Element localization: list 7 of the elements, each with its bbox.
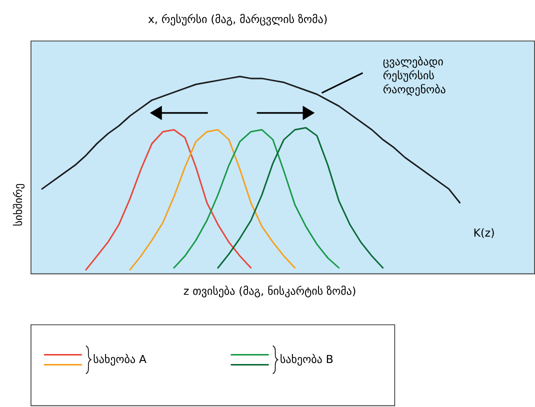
annotation: K(z)	[474, 228, 494, 238]
legend-label: სახეობა B	[280, 354, 333, 366]
chart-title: x, რესურსი (მაგ, მარცვლის ზომა)	[148, 14, 327, 26]
y-axis-title: სიხშირე	[12, 184, 25, 226]
x-axis-title: z თვისება (მაგ, ნისკარტის ზომა)	[184, 286, 356, 298]
annotation: ცვალებადი რესურსის რაოდენობა	[383, 56, 446, 96]
legend-label: სახეობა A	[94, 354, 146, 366]
